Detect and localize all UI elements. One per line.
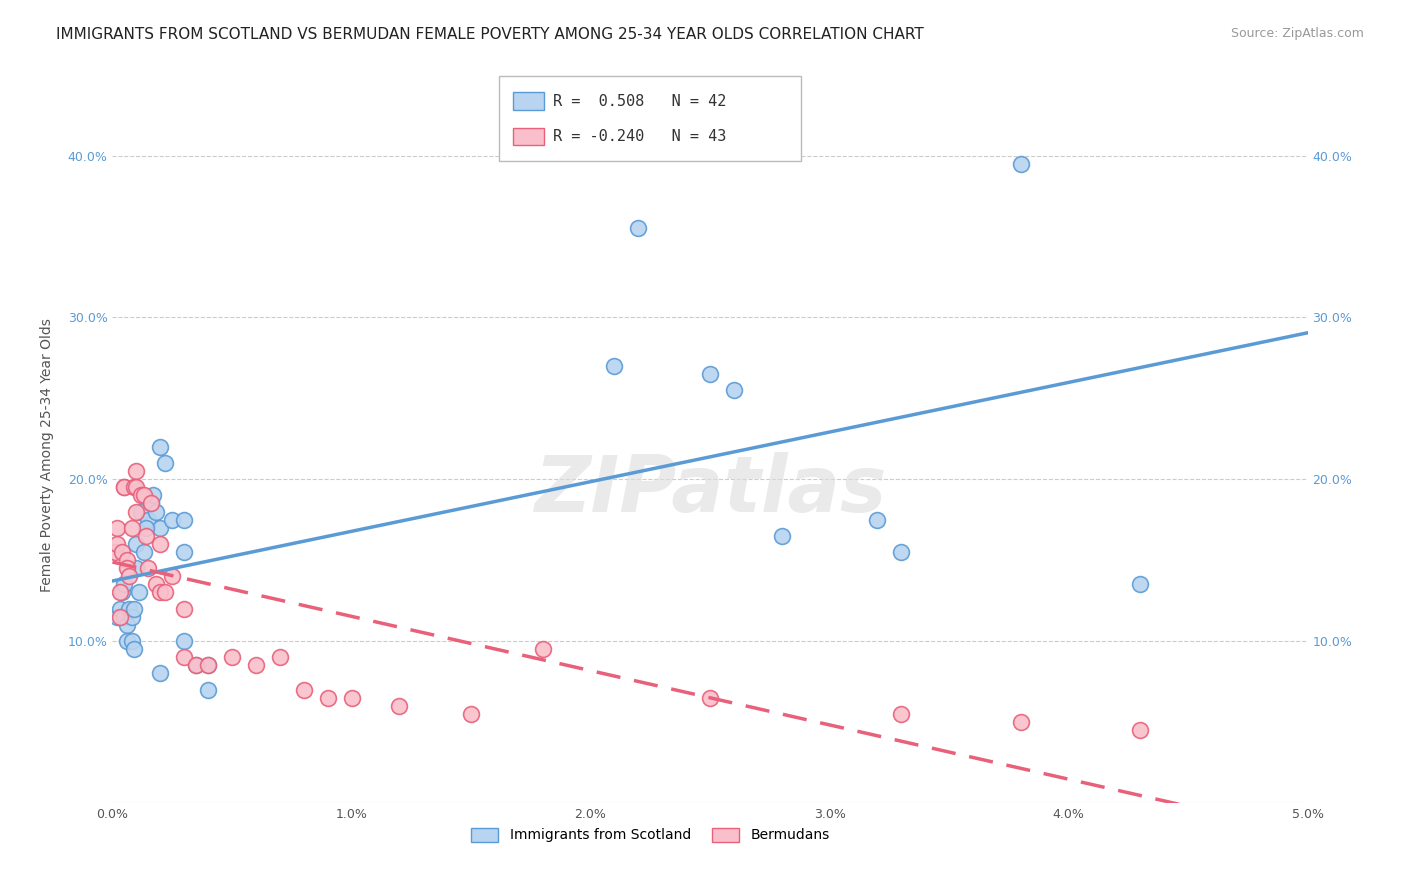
- Point: [460, 706, 482, 721]
- Point: [316, 690, 339, 705]
- Point: [531, 642, 554, 657]
- Point: [770, 529, 793, 543]
- Point: [388, 698, 411, 713]
- Point: [118, 569, 141, 583]
- Point: [135, 529, 157, 543]
- Point: [173, 545, 195, 559]
- Point: [340, 690, 363, 705]
- Point: [125, 464, 148, 478]
- Point: [149, 666, 172, 681]
- Point: [890, 545, 912, 559]
- Point: [149, 521, 172, 535]
- Point: [699, 367, 721, 381]
- Point: [121, 609, 143, 624]
- Point: [115, 634, 138, 648]
- Point: [139, 496, 162, 510]
- Point: [108, 601, 131, 615]
- Point: [145, 577, 167, 591]
- Point: [108, 585, 131, 599]
- Point: [122, 480, 145, 494]
- Point: [1129, 723, 1152, 737]
- Point: [173, 513, 195, 527]
- Text: ZIPatlas: ZIPatlas: [534, 451, 886, 528]
- Point: [129, 504, 152, 518]
- Point: [723, 383, 745, 397]
- Point: [627, 221, 650, 235]
- Point: [129, 488, 152, 502]
- Point: [153, 456, 176, 470]
- Point: [162, 513, 183, 527]
- Point: [173, 650, 195, 665]
- Point: [162, 569, 183, 583]
- Point: [125, 537, 148, 551]
- Point: [866, 513, 889, 527]
- Point: [173, 634, 195, 648]
- Point: [111, 545, 134, 559]
- Point: [104, 545, 127, 559]
- Y-axis label: Female Poverty Among 25-34 Year Olds: Female Poverty Among 25-34 Year Olds: [39, 318, 53, 592]
- Point: [142, 488, 165, 502]
- Point: [111, 585, 134, 599]
- Text: IMMIGRANTS FROM SCOTLAND VS BERMUDAN FEMALE POVERTY AMONG 25-34 YEAR OLDS CORREL: IMMIGRANTS FROM SCOTLAND VS BERMUDAN FEM…: [56, 27, 924, 42]
- Point: [125, 504, 148, 518]
- Point: [890, 706, 912, 721]
- Point: [132, 488, 155, 502]
- Legend: Immigrants from Scotland, Bermudans: Immigrants from Scotland, Bermudans: [465, 822, 835, 848]
- Point: [186, 658, 208, 673]
- Point: [115, 617, 138, 632]
- Point: [197, 658, 219, 673]
- Point: [125, 480, 148, 494]
- Point: [115, 553, 138, 567]
- Text: R = -0.240   N = 43: R = -0.240 N = 43: [553, 129, 725, 145]
- Point: [115, 561, 138, 575]
- Point: [699, 690, 721, 705]
- Point: [138, 513, 160, 527]
- Point: [1010, 714, 1032, 729]
- Point: [108, 609, 131, 624]
- Point: [122, 642, 145, 657]
- Point: [186, 658, 208, 673]
- Point: [135, 521, 157, 535]
- Text: Source: ZipAtlas.com: Source: ZipAtlas.com: [1230, 27, 1364, 40]
- Point: [145, 504, 167, 518]
- Point: [197, 658, 219, 673]
- Point: [128, 585, 150, 599]
- Point: [1129, 577, 1152, 591]
- Point: [149, 585, 172, 599]
- Point: [114, 480, 135, 494]
- Point: [245, 658, 267, 673]
- Text: R =  0.508   N = 42: R = 0.508 N = 42: [553, 94, 725, 109]
- Point: [173, 601, 195, 615]
- Point: [221, 650, 243, 665]
- Point: [118, 601, 141, 615]
- Point: [114, 577, 135, 591]
- Point: [153, 585, 176, 599]
- Point: [105, 537, 128, 551]
- Point: [603, 359, 626, 373]
- Point: [269, 650, 291, 665]
- Point: [138, 561, 160, 575]
- Point: [114, 609, 135, 624]
- Point: [139, 496, 162, 510]
- Point: [105, 609, 128, 624]
- Point: [292, 682, 315, 697]
- Point: [121, 634, 143, 648]
- Point: [197, 682, 219, 697]
- Point: [125, 561, 148, 575]
- Point: [132, 545, 155, 559]
- Point: [114, 480, 135, 494]
- Point: [122, 601, 145, 615]
- Point: [149, 440, 172, 454]
- Point: [105, 521, 128, 535]
- Point: [1010, 156, 1032, 170]
- Point: [121, 521, 143, 535]
- Point: [149, 537, 172, 551]
